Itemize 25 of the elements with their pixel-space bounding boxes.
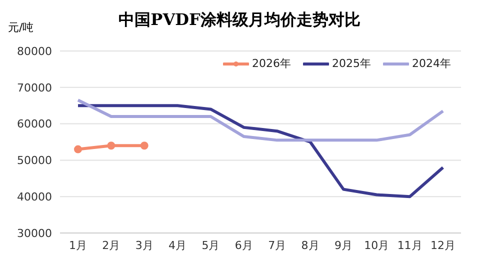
- y-tick-label: 40000: [17, 190, 52, 204]
- x-tick-label: 5月: [202, 238, 220, 252]
- x-tick-label: 8月: [301, 238, 320, 252]
- y-tick-label: 60000: [17, 118, 52, 131]
- legend-label: 2025年: [331, 56, 371, 71]
- y-tick-label: 70000: [17, 81, 52, 94]
- x-tick-label: 7月: [268, 238, 286, 252]
- x-tick-label: 3月: [135, 238, 154, 252]
- chart-title: 中国PVDF涂料级月均价走势对比: [118, 10, 360, 29]
- line-series: [76, 98, 444, 142]
- y-tick-label: 50000: [17, 154, 52, 168]
- legend-label: 2026年: [251, 56, 291, 71]
- x-tick-label: 1月: [69, 238, 87, 252]
- x-tick-label: 4月: [168, 238, 187, 252]
- y-axis-title: 元/吨: [8, 20, 34, 35]
- x-tick-label: 9月: [334, 238, 352, 252]
- y-tick-label: 30000: [17, 226, 52, 240]
- line-series: [76, 104, 444, 198]
- x-tick-label: 12月: [430, 238, 456, 252]
- legend-label: 2024年: [411, 56, 451, 71]
- x-tick-label: 10月: [364, 238, 390, 252]
- x-tick-label: 6月: [234, 238, 253, 252]
- x-tick-label: 11月: [397, 238, 422, 252]
- x-tick-label: 2月: [102, 238, 120, 252]
- y-tick-label: 80000: [17, 44, 52, 58]
